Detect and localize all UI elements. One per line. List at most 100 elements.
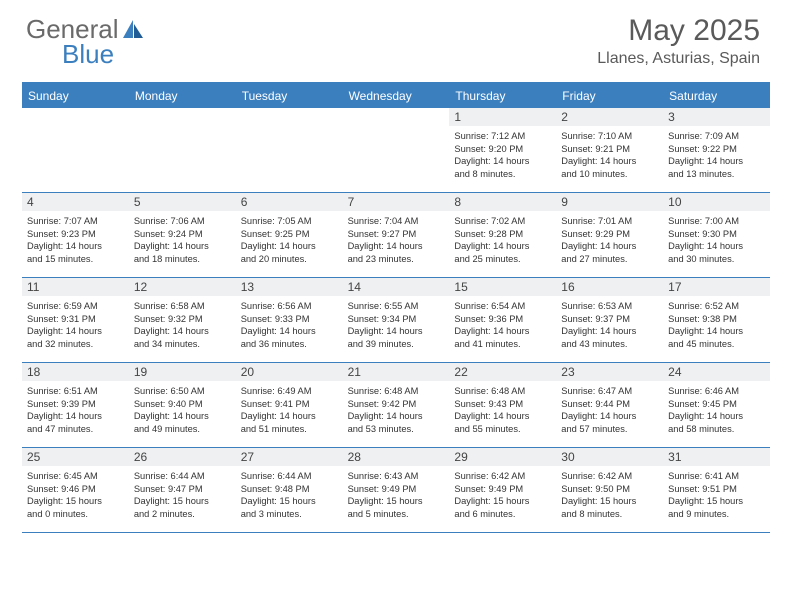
- sunrise-line: Sunrise: 6:54 AM: [454, 300, 552, 313]
- day-details: Sunrise: 6:46 AMSunset: 9:45 PMDaylight:…: [663, 381, 770, 441]
- daylight-line: Daylight: 14 hoursand 27 minutes.: [561, 240, 659, 265]
- daylight-line: Daylight: 14 hoursand 45 minutes.: [668, 325, 766, 350]
- empty-cell: [343, 108, 450, 192]
- sunset-line: Sunset: 9:28 PM: [454, 228, 552, 241]
- sunrise-line: Sunrise: 6:56 AM: [241, 300, 339, 313]
- sunset-line: Sunset: 9:39 PM: [27, 398, 125, 411]
- day-cell: 8Sunrise: 7:02 AMSunset: 9:28 PMDaylight…: [449, 193, 556, 277]
- day-cell: 11Sunrise: 6:59 AMSunset: 9:31 PMDayligh…: [22, 278, 129, 362]
- day-details: Sunrise: 7:06 AMSunset: 9:24 PMDaylight:…: [129, 211, 236, 271]
- day-details: Sunrise: 6:49 AMSunset: 9:41 PMDaylight:…: [236, 381, 343, 441]
- dayname-sunday: Sunday: [22, 84, 129, 108]
- sunrise-line: Sunrise: 7:00 AM: [668, 215, 766, 228]
- title-block: May 2025 Llanes, Asturias, Spain: [597, 14, 760, 68]
- sunrise-line: Sunrise: 6:43 AM: [348, 470, 446, 483]
- daylight-line: Daylight: 14 hoursand 36 minutes.: [241, 325, 339, 350]
- week-row: 25Sunrise: 6:45 AMSunset: 9:46 PMDayligh…: [22, 448, 770, 533]
- sunset-line: Sunset: 9:49 PM: [454, 483, 552, 496]
- daylight-line: Daylight: 14 hoursand 41 minutes.: [454, 325, 552, 350]
- sunset-line: Sunset: 9:38 PM: [668, 313, 766, 326]
- day-details: Sunrise: 7:01 AMSunset: 9:29 PMDaylight:…: [556, 211, 663, 271]
- sunrise-line: Sunrise: 7:07 AM: [27, 215, 125, 228]
- sunset-line: Sunset: 9:36 PM: [454, 313, 552, 326]
- day-number: 23: [556, 363, 663, 381]
- day-cell: 5Sunrise: 7:06 AMSunset: 9:24 PMDaylight…: [129, 193, 236, 277]
- sunset-line: Sunset: 9:51 PM: [668, 483, 766, 496]
- location-text: Llanes, Asturias, Spain: [597, 50, 760, 68]
- day-number: 10: [663, 193, 770, 211]
- daylight-line: Daylight: 15 hoursand 8 minutes.: [561, 495, 659, 520]
- day-cell: 31Sunrise: 6:41 AMSunset: 9:51 PMDayligh…: [663, 448, 770, 532]
- sunrise-line: Sunrise: 6:42 AM: [561, 470, 659, 483]
- day-cell: 7Sunrise: 7:04 AMSunset: 9:27 PMDaylight…: [343, 193, 450, 277]
- day-details: Sunrise: 6:41 AMSunset: 9:51 PMDaylight:…: [663, 466, 770, 526]
- day-cell: 19Sunrise: 6:50 AMSunset: 9:40 PMDayligh…: [129, 363, 236, 447]
- day-details: Sunrise: 6:48 AMSunset: 9:43 PMDaylight:…: [449, 381, 556, 441]
- logo-sail-icon: [123, 20, 145, 38]
- sunset-line: Sunset: 9:40 PM: [134, 398, 232, 411]
- day-number: 16: [556, 278, 663, 296]
- day-number: 7: [343, 193, 450, 211]
- day-details: Sunrise: 6:55 AMSunset: 9:34 PMDaylight:…: [343, 296, 450, 356]
- dayname-row: SundayMondayTuesdayWednesdayThursdayFrid…: [22, 84, 770, 108]
- sunset-line: Sunset: 9:43 PM: [454, 398, 552, 411]
- day-number: 22: [449, 363, 556, 381]
- daylight-line: Daylight: 14 hoursand 20 minutes.: [241, 240, 339, 265]
- sunrise-line: Sunrise: 6:46 AM: [668, 385, 766, 398]
- daylight-line: Daylight: 14 hoursand 51 minutes.: [241, 410, 339, 435]
- sunrise-line: Sunrise: 6:44 AM: [134, 470, 232, 483]
- sunrise-line: Sunrise: 6:48 AM: [454, 385, 552, 398]
- day-cell: 23 Sunrise: 6:47 AMSunset: 9:44 PMDayligh…: [556, 363, 663, 447]
- day-cell: 12Sunrise: 6:58 AMSunset: 9:32 PMDayligh…: [129, 278, 236, 362]
- day-details: Sunrise: 6:52 AMSunset: 9:38 PMDaylight:…: [663, 296, 770, 356]
- day-details: Sunrise: 6:53 AMSunset: 9:37 PMDaylight:…: [556, 296, 663, 356]
- sunset-line: Sunset: 9:47 PM: [134, 483, 232, 496]
- sunset-line: Sunset: 9:33 PM: [241, 313, 339, 326]
- dayname-thursday: Thursday: [449, 84, 556, 108]
- week-row: 18Sunrise: 6:51 AMSunset: 9:39 PMDayligh…: [22, 363, 770, 448]
- day-cell: 9Sunrise: 7:01 AMSunset: 9:29 PMDaylight…: [556, 193, 663, 277]
- day-details: Sunrise: 6:59 AMSunset: 9:31 PMDaylight:…: [22, 296, 129, 356]
- sunrise-line: Sunrise: 7:10 AM: [561, 130, 659, 143]
- day-cell: 4Sunrise: 7:07 AMSunset: 9:23 PMDaylight…: [22, 193, 129, 277]
- sunrise-line: Sunrise: 6:49 AM: [241, 385, 339, 398]
- sunset-line: Sunset: 9:44 PM: [561, 398, 659, 411]
- day-details: Sunrise: 7:10 AMSunset: 9:21 PMDaylight:…: [556, 126, 663, 186]
- sunrise-line: Sunrise: 6:58 AM: [134, 300, 232, 313]
- day-number: 5: [129, 193, 236, 211]
- sunrise-line: Sunrise: 6:48 AM: [348, 385, 446, 398]
- daylight-line: Daylight: 14 hoursand 18 minutes.: [134, 240, 232, 265]
- sunrise-line: Sunrise: 6:42 AM: [454, 470, 552, 483]
- sunrise-line: Sunrise: 7:12 AM: [454, 130, 552, 143]
- week-row: 4Sunrise: 7:07 AMSunset: 9:23 PMDaylight…: [22, 193, 770, 278]
- day-cell: 30Sunrise: 6:42 AMSunset: 9:50 PMDayligh…: [556, 448, 663, 532]
- day-number: 4: [22, 193, 129, 211]
- day-details: Sunrise: 6:51 AMSunset: 9:39 PMDaylight:…: [22, 381, 129, 441]
- daylight-line: Daylight: 14 hoursand 57 minutes.: [561, 410, 659, 435]
- dayname-tuesday: Tuesday: [236, 84, 343, 108]
- day-number: 2: [556, 108, 663, 126]
- daylight-line: Daylight: 15 hoursand 0 minutes.: [27, 495, 125, 520]
- header: General Blue May 2025 Llanes, Asturias, …: [0, 0, 792, 76]
- day-details: Sunrise: 7:00 AMSunset: 9:30 PMDaylight:…: [663, 211, 770, 271]
- sunset-line: Sunset: 9:32 PM: [134, 313, 232, 326]
- sunrise-line: Sunrise: 6:52 AM: [668, 300, 766, 313]
- day-details: Sunrise: 7:04 AMSunset: 9:27 PMDaylight:…: [343, 211, 450, 271]
- day-number: 29: [449, 448, 556, 466]
- daylight-line: Daylight: 14 hoursand 13 minutes.: [668, 155, 766, 180]
- sunrise-line: Sunrise: 6:51 AM: [27, 385, 125, 398]
- day-details: Sunrise: 6:50 AMSunset: 9:40 PMDaylight:…: [129, 381, 236, 441]
- sunrise-line: Sunrise: 6:47 AM: [561, 385, 659, 398]
- day-cell: 15Sunrise: 6:54 AMSunset: 9:36 PMDayligh…: [449, 278, 556, 362]
- daylight-line: Daylight: 15 hoursand 9 minutes.: [668, 495, 766, 520]
- empty-cell: [129, 108, 236, 192]
- daylight-line: Daylight: 14 hoursand 32 minutes.: [27, 325, 125, 350]
- daylight-line: Daylight: 14 hoursand 30 minutes.: [668, 240, 766, 265]
- daylight-line: Daylight: 15 hoursand 3 minutes.: [241, 495, 339, 520]
- day-cell: 13Sunrise: 6:56 AMSunset: 9:33 PMDayligh…: [236, 278, 343, 362]
- day-cell: 20Sunrise: 6:49 AMSunset: 9:41 PMDayligh…: [236, 363, 343, 447]
- day-cell: 1Sunrise: 7:12 AMSunset: 9:20 PMDaylight…: [449, 108, 556, 192]
- dayname-friday: Friday: [556, 84, 663, 108]
- day-number: 25: [22, 448, 129, 466]
- sunset-line: Sunset: 9:22 PM: [668, 143, 766, 156]
